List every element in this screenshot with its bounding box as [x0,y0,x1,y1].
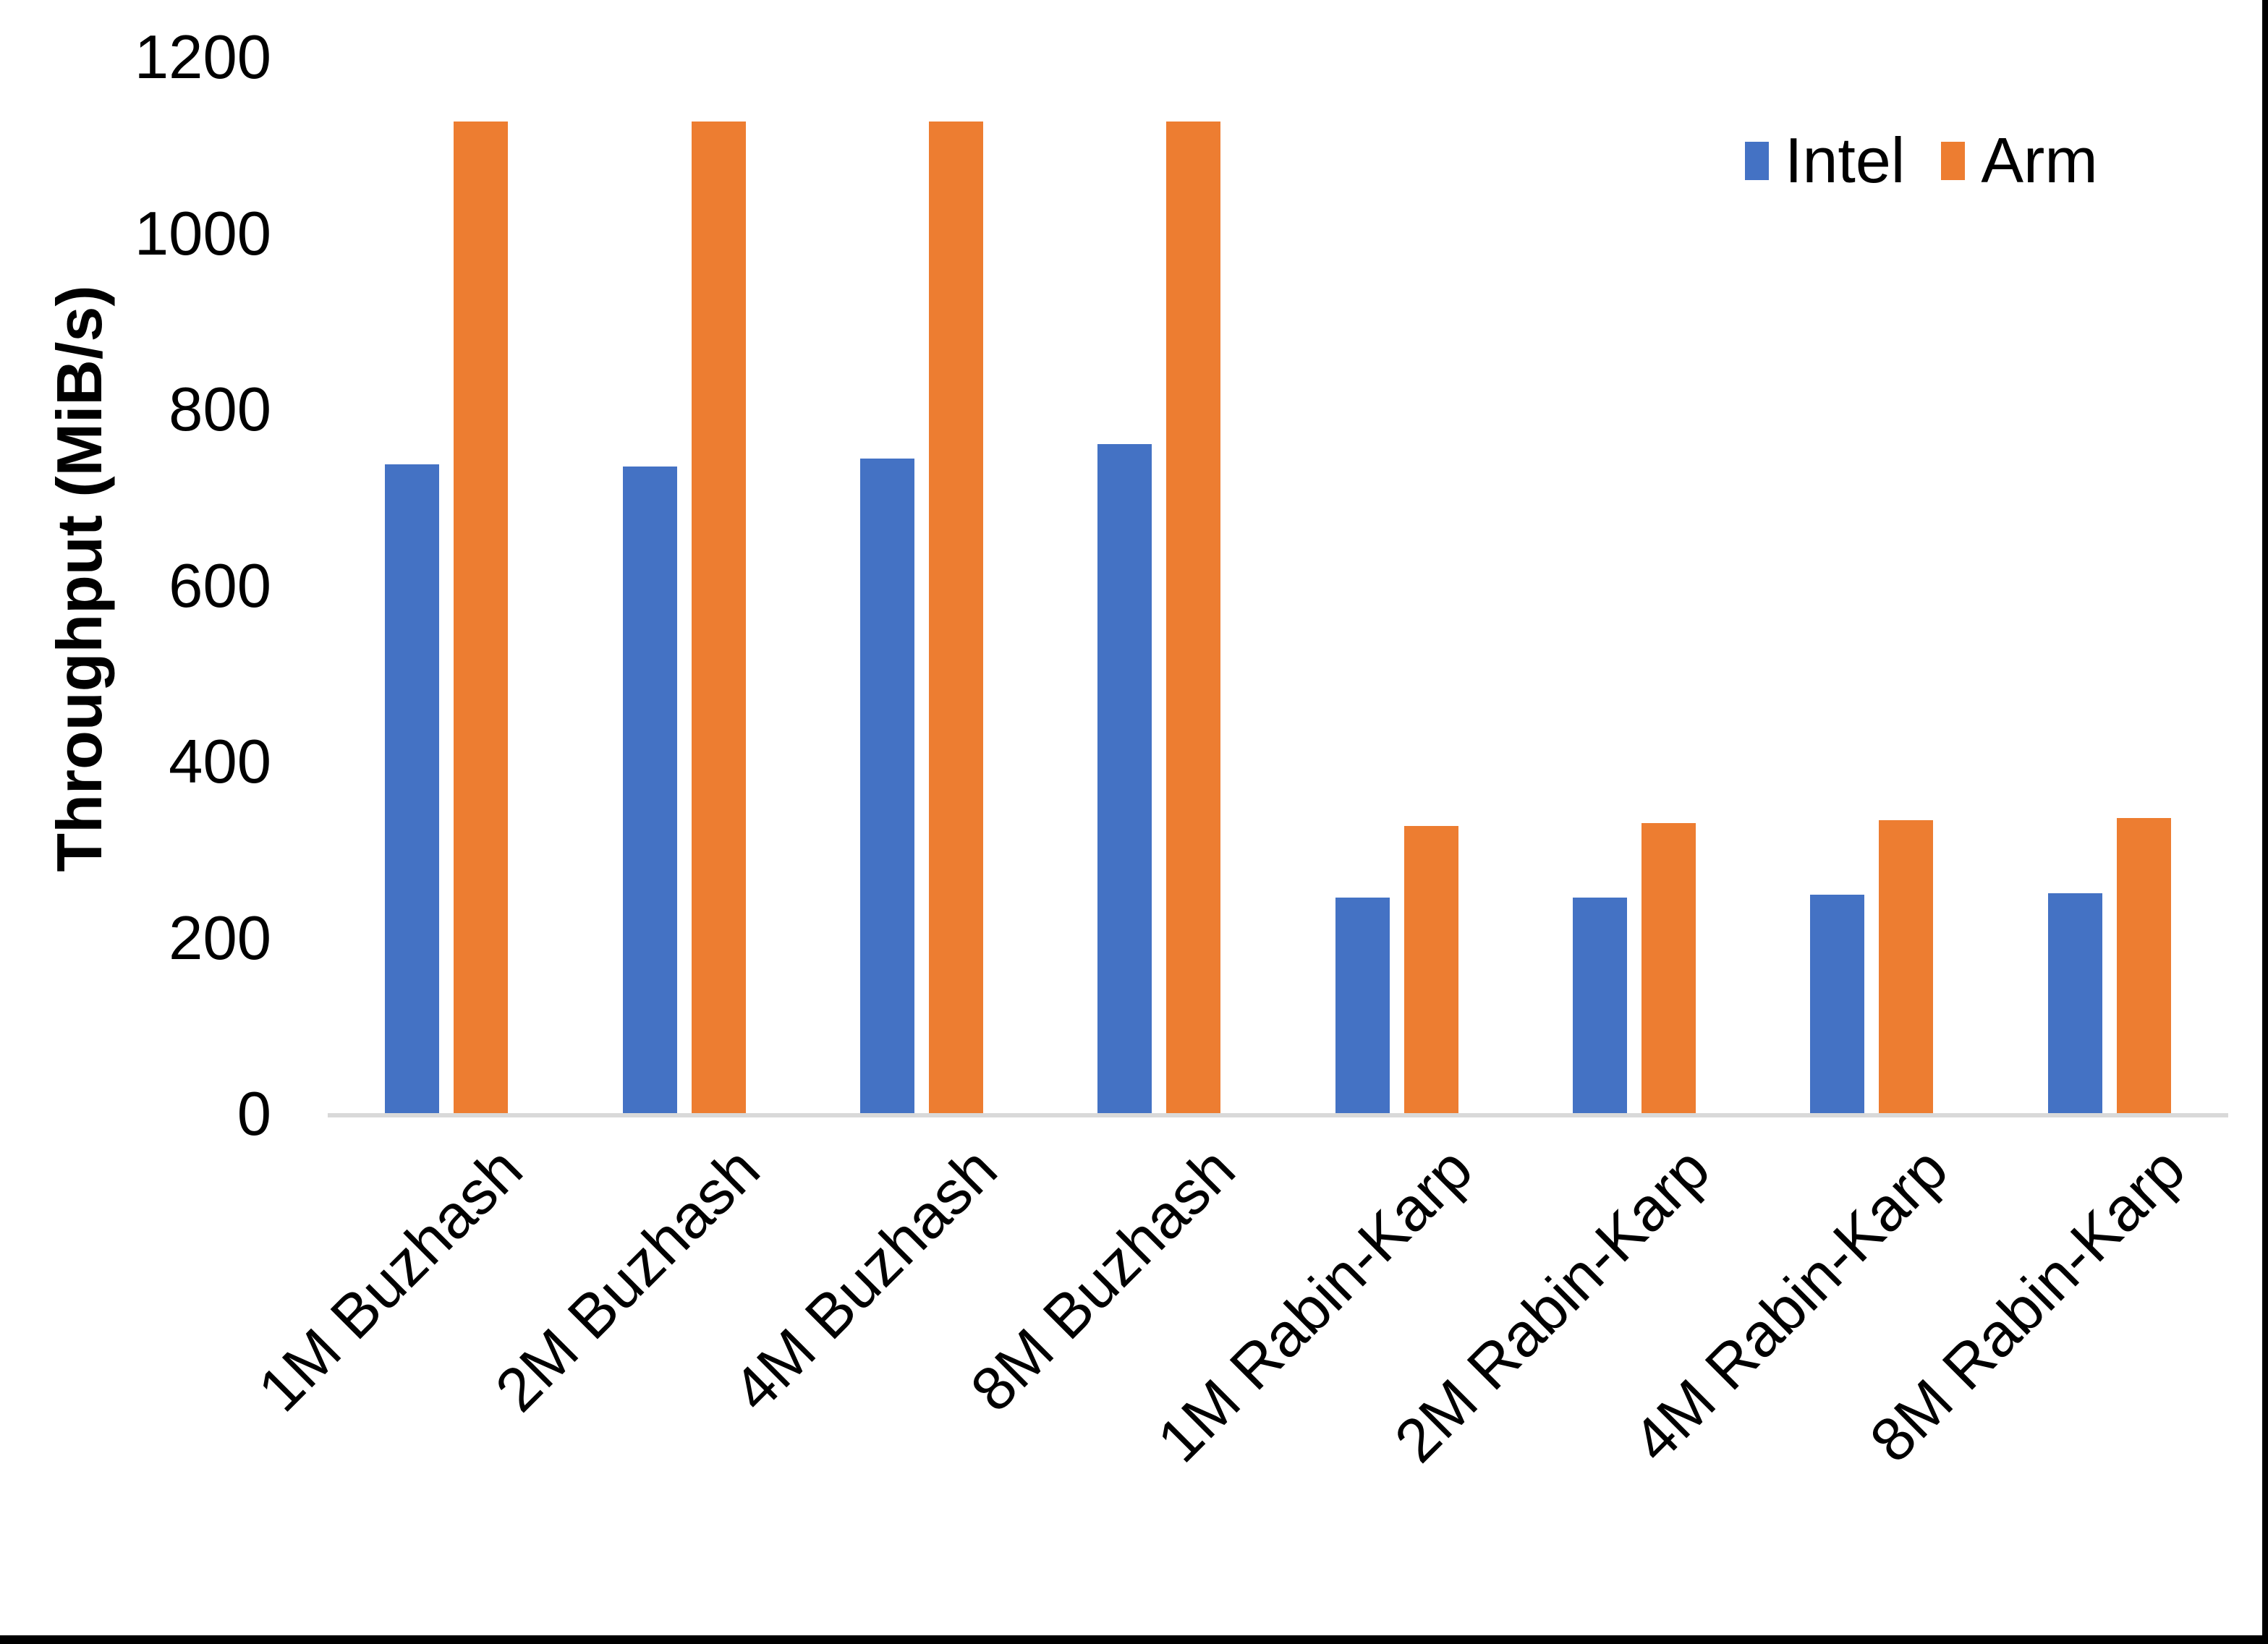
arm-bar-2m-rabin-karp [1641,823,1696,1115]
intel-bar-1m-rabin-karp [1335,898,1390,1115]
arm-bar-4m-buzhash [928,121,983,1115]
y-tick-label: 800 [169,375,271,444]
y-tick-label: 0 [237,1080,271,1149]
y-tick-label: 600 [169,551,271,621]
arm-bar-8m-rabin-karp [2116,817,2171,1115]
legend-item-arm: Arm [1941,124,2098,196]
x-axis-line [328,1113,2228,1117]
intel-bar-4m-rabin-karp [1810,894,1865,1115]
legend-label-intel: Intel [1785,124,1906,196]
intel-series-swatch [1745,141,1769,180]
intel-bar-8m-rabin-karp [2047,893,2102,1115]
legend: Intel Arm [1745,129,2098,192]
screenshot-right-border [2262,0,2268,1644]
intel-bar-4m-buzhash [859,458,914,1115]
arm-bar-1m-rabin-karp [1403,825,1458,1115]
y-tick-label: 400 [169,728,271,796]
arm-bar-1m-buzhash [454,121,509,1115]
y-tick-label: 200 [169,903,271,973]
intel-bar-1m-buzhash [385,464,440,1115]
legend-item-intel: Intel [1745,129,1905,192]
arm-bar-8m-buzhash [1166,121,1221,1115]
y-tick-label: 1000 [134,199,271,268]
legend-label-arm: Arm [1981,124,2098,196]
arm-bar-4m-rabin-karp [1879,820,1934,1115]
intel-bar-8m-buzhash [1097,444,1152,1115]
intel-bar-2m-rabin-karp [1573,898,1628,1115]
arm-series-swatch [1941,141,1966,180]
arm-bar-2m-buzhash [691,121,746,1115]
intel-bar-2m-buzhash [622,466,677,1115]
y-tick-label: 1200 [134,23,271,92]
screenshot-bottom-border [0,1635,2268,1644]
